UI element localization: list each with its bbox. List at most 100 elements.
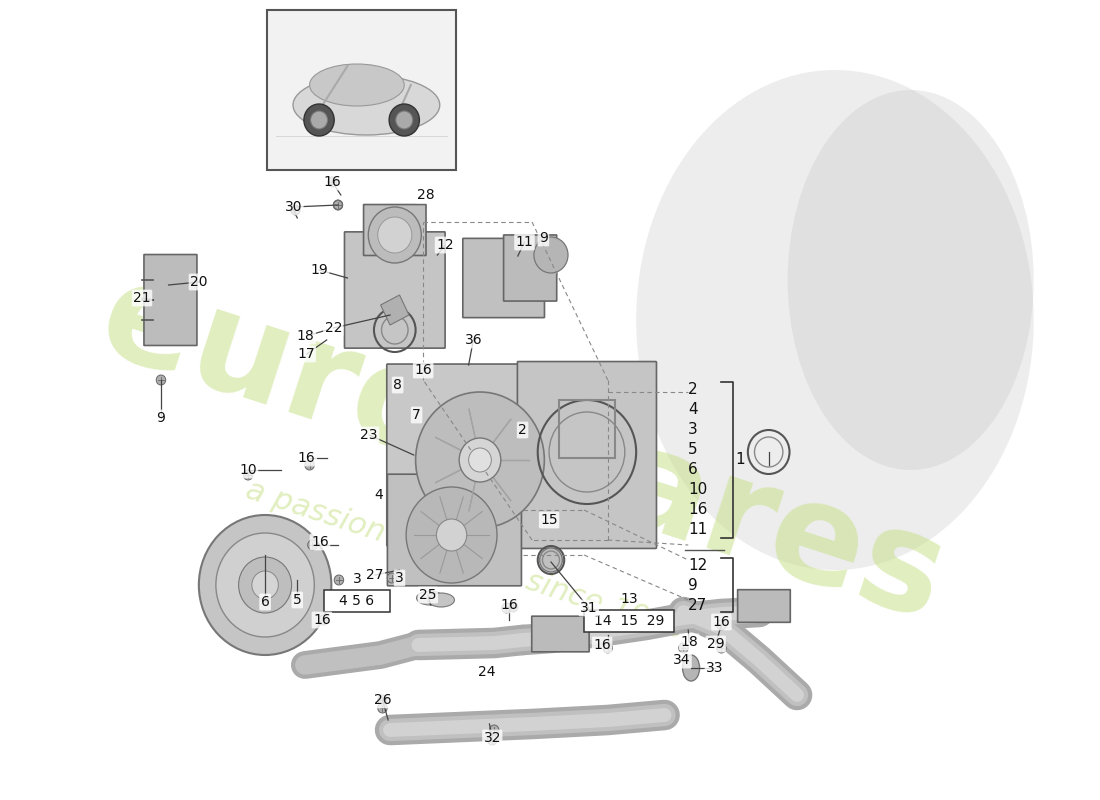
Circle shape	[508, 602, 518, 612]
Text: 6: 6	[261, 595, 270, 609]
Text: 28: 28	[417, 188, 434, 202]
Circle shape	[305, 460, 315, 470]
Text: 16: 16	[415, 363, 432, 377]
Text: 4 5 6: 4 5 6	[340, 594, 374, 608]
Bar	[584, 610, 674, 632]
Text: 16: 16	[500, 598, 518, 612]
Text: 12: 12	[436, 238, 454, 252]
Circle shape	[328, 177, 337, 187]
Circle shape	[416, 392, 544, 528]
Text: 1: 1	[736, 453, 745, 467]
Text: 16: 16	[298, 451, 316, 465]
Bar	[267, 10, 456, 170]
Text: 5: 5	[689, 442, 697, 458]
FancyBboxPatch shape	[504, 235, 557, 301]
Polygon shape	[381, 295, 409, 325]
Circle shape	[487, 735, 497, 745]
Text: 30: 30	[285, 200, 303, 214]
Text: 4: 4	[374, 488, 383, 502]
Text: eurospares: eurospares	[84, 250, 961, 650]
Circle shape	[459, 438, 500, 482]
Polygon shape	[292, 205, 299, 215]
Text: 7: 7	[412, 408, 421, 422]
Text: 18: 18	[680, 635, 698, 649]
Bar	[559, 400, 615, 458]
Circle shape	[377, 695, 387, 705]
Text: 13: 13	[620, 592, 638, 606]
Text: 16: 16	[689, 502, 707, 518]
FancyBboxPatch shape	[344, 232, 446, 348]
Ellipse shape	[293, 75, 440, 135]
Text: 6: 6	[689, 462, 698, 478]
Text: 19: 19	[310, 263, 328, 277]
Circle shape	[437, 519, 466, 551]
Text: 27: 27	[366, 568, 384, 582]
Text: 26: 26	[374, 693, 392, 707]
Text: 3: 3	[395, 571, 404, 585]
Circle shape	[534, 237, 568, 273]
Text: 25: 25	[419, 588, 437, 602]
Text: 11: 11	[689, 522, 707, 538]
Bar	[323, 590, 390, 612]
Text: 32: 32	[484, 731, 500, 745]
Text: 22: 22	[324, 321, 342, 335]
Circle shape	[333, 200, 343, 210]
Ellipse shape	[636, 70, 1034, 570]
Text: 12: 12	[689, 558, 707, 573]
Circle shape	[389, 104, 419, 136]
Circle shape	[716, 620, 726, 630]
Text: 16: 16	[314, 613, 331, 627]
Circle shape	[368, 207, 421, 263]
Circle shape	[290, 205, 300, 215]
Text: 18: 18	[297, 329, 315, 343]
FancyBboxPatch shape	[463, 238, 544, 318]
FancyBboxPatch shape	[387, 364, 544, 546]
Text: 3: 3	[352, 572, 361, 586]
Text: 17: 17	[297, 347, 315, 361]
Text: 21: 21	[133, 291, 151, 305]
Circle shape	[540, 548, 562, 572]
Text: 4: 4	[689, 402, 697, 418]
Text: 8: 8	[393, 378, 403, 392]
Circle shape	[156, 375, 166, 385]
Text: 11: 11	[516, 235, 534, 249]
Text: 16: 16	[311, 535, 329, 549]
Text: 9: 9	[156, 411, 165, 425]
Circle shape	[243, 470, 253, 480]
FancyBboxPatch shape	[144, 254, 197, 346]
Text: 34: 34	[673, 653, 691, 667]
Text: 27: 27	[689, 598, 707, 613]
Text: 33: 33	[706, 661, 724, 675]
Text: 23: 23	[361, 428, 378, 442]
Text: 16: 16	[323, 175, 341, 189]
Circle shape	[216, 533, 315, 637]
Circle shape	[310, 111, 328, 129]
FancyBboxPatch shape	[387, 474, 521, 586]
Ellipse shape	[417, 591, 443, 605]
Circle shape	[334, 575, 343, 585]
Text: a passion for parts since 1985: a passion for parts since 1985	[242, 475, 690, 645]
Circle shape	[603, 643, 613, 653]
FancyBboxPatch shape	[364, 205, 426, 255]
Circle shape	[304, 104, 334, 136]
Ellipse shape	[682, 655, 700, 681]
Circle shape	[396, 111, 412, 129]
Text: 9: 9	[689, 578, 698, 593]
Ellipse shape	[309, 64, 404, 106]
Circle shape	[406, 487, 497, 583]
Circle shape	[387, 573, 397, 583]
Text: 5: 5	[293, 593, 301, 607]
Text: 20: 20	[190, 275, 208, 289]
Text: 16: 16	[713, 615, 730, 629]
FancyBboxPatch shape	[738, 590, 790, 622]
Circle shape	[716, 643, 726, 653]
Circle shape	[490, 725, 499, 735]
Circle shape	[502, 603, 512, 613]
FancyBboxPatch shape	[531, 616, 590, 652]
Ellipse shape	[788, 90, 1034, 470]
Text: 10: 10	[239, 463, 257, 477]
Text: 2: 2	[689, 382, 697, 398]
Circle shape	[239, 557, 292, 613]
Text: 3: 3	[689, 422, 698, 438]
Text: 14  15  29: 14 15 29	[594, 614, 664, 628]
